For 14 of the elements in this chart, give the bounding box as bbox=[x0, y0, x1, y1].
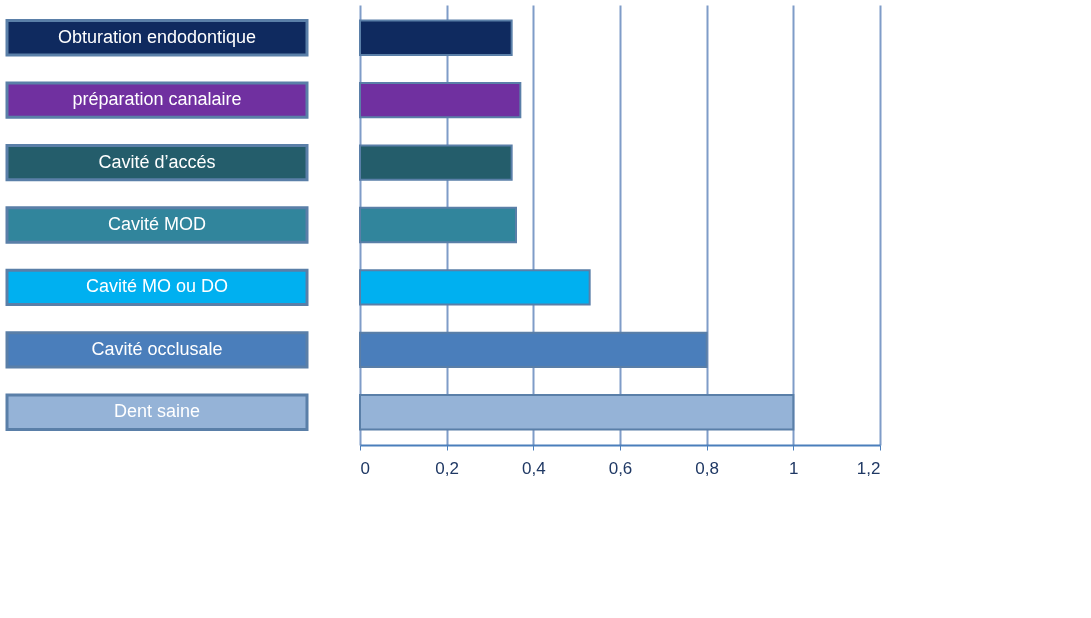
y-tick-label: Dent saine bbox=[113, 401, 201, 422]
x-tick-label: 1 bbox=[789, 458, 799, 478]
y-tick-label: Cavité MO ou DO bbox=[85, 276, 229, 297]
x-tick-label: 0,2 bbox=[435, 458, 459, 478]
y-tick-label: préparation canalaire bbox=[72, 89, 242, 110]
y-tick-label: Cavité MOD bbox=[107, 214, 207, 234]
x-tick-label: 0,8 bbox=[695, 458, 719, 478]
x-tick-label: 0,6 bbox=[608, 458, 633, 478]
y-tick-label: Cavité occlusale bbox=[91, 338, 223, 359]
y-tick-label: Cavité d’accés bbox=[98, 151, 216, 172]
x-tick-label: 0,4 bbox=[522, 458, 546, 478]
x-tick-label: 0 bbox=[360, 458, 370, 478]
y-tick-label: Obturation endodontique bbox=[57, 26, 257, 47]
x-tick-label: 1,2 bbox=[856, 458, 881, 478]
